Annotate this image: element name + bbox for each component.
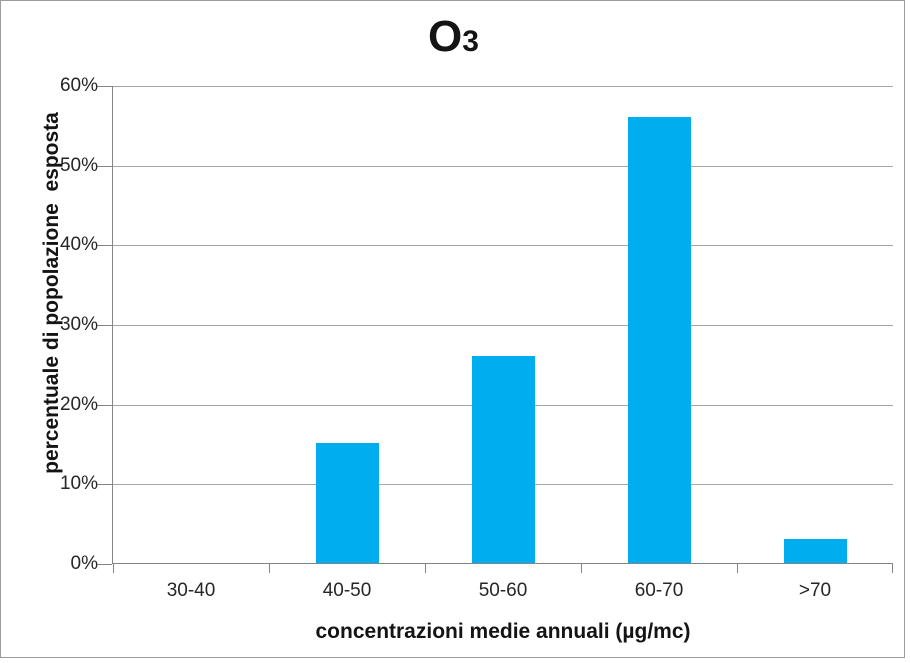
y-tick-label: 60% bbox=[59, 75, 98, 96]
y-axis-tick bbox=[96, 86, 112, 87]
x-axis-tick bbox=[113, 564, 114, 573]
x-tick-label: 50-60 bbox=[478, 580, 528, 601]
y-tick-label: 10% bbox=[59, 473, 98, 494]
x-axis-title: concentrazioni medie annuali (µg/mc) bbox=[315, 620, 691, 643]
x-tick-label: 30-40 bbox=[166, 580, 216, 601]
bar bbox=[316, 443, 379, 563]
x-tick-label: 40-50 bbox=[322, 580, 372, 601]
y-axis-tick bbox=[96, 245, 112, 246]
bar bbox=[472, 356, 535, 563]
y-tick-label: 50% bbox=[59, 155, 98, 176]
gridline bbox=[113, 325, 893, 326]
gridline bbox=[113, 86, 893, 87]
chart-title: O 3 bbox=[1, 13, 906, 66]
plot-area bbox=[96, 86, 893, 573]
chart-title-main: O bbox=[428, 12, 463, 61]
x-axis-tick bbox=[581, 564, 582, 573]
y-axis-line bbox=[112, 86, 113, 564]
x-axis-tick bbox=[737, 564, 738, 573]
y-axis-tick bbox=[96, 405, 112, 406]
y-tick-label: 30% bbox=[59, 314, 98, 335]
y-axis-tick bbox=[96, 484, 112, 485]
x-tick-label: >70 bbox=[798, 580, 832, 601]
x-tick-label: 60-70 bbox=[634, 580, 684, 601]
gridline bbox=[113, 166, 893, 167]
y-tick-label: 0% bbox=[70, 553, 98, 574]
chart-title-sub: 3 bbox=[462, 25, 479, 58]
x-axis-tick bbox=[425, 564, 426, 573]
x-axis-tick bbox=[269, 564, 270, 573]
x-axis-tick bbox=[892, 564, 893, 573]
bar bbox=[784, 539, 847, 563]
y-axis-tick bbox=[96, 325, 112, 326]
y-tick-label: 20% bbox=[59, 394, 98, 415]
y-axis-tick bbox=[96, 166, 112, 167]
gridline bbox=[113, 245, 893, 246]
x-axis-line bbox=[113, 563, 893, 564]
bar bbox=[628, 117, 691, 563]
y-tick-label: 40% bbox=[59, 234, 98, 255]
y-axis-tick bbox=[96, 564, 112, 565]
